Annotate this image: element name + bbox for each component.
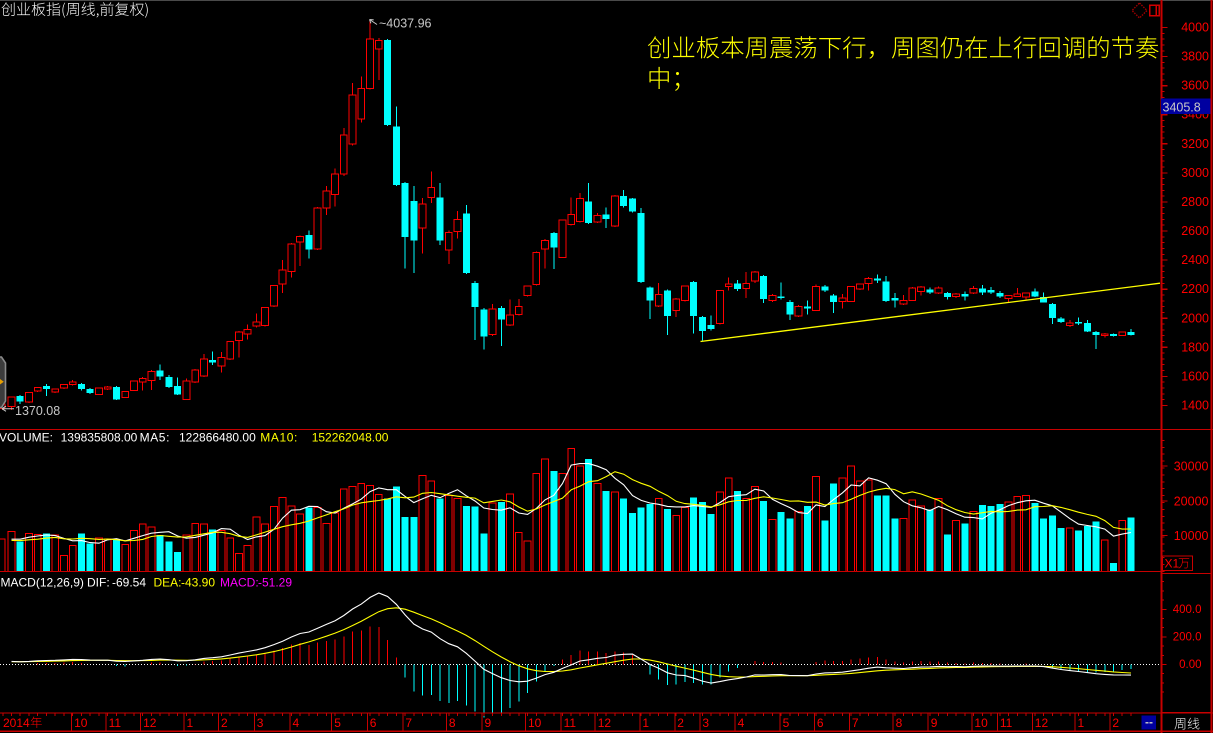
svg-text:9: 9: [931, 716, 938, 730]
svg-text:VOLUME:: VOLUME:: [0, 431, 53, 445]
svg-text:2800: 2800: [1181, 195, 1209, 209]
svg-text:-51.29: -51.29: [258, 576, 292, 590]
svg-text:3: 3: [702, 716, 709, 730]
svg-text:12: 12: [1035, 716, 1049, 730]
svg-text:-43.90: -43.90: [181, 576, 215, 590]
svg-text:1600: 1600: [1181, 369, 1209, 383]
svg-text:5: 5: [334, 716, 341, 730]
svg-text:-69.54: -69.54: [112, 576, 146, 590]
svg-text:139835808.00: 139835808.00: [61, 431, 138, 445]
svg-text:10: 10: [974, 716, 988, 730]
svg-text:3600: 3600: [1181, 79, 1209, 93]
svg-text:9: 9: [485, 716, 492, 730]
svg-text:20000: 20000: [1174, 495, 1209, 509]
svg-text:6: 6: [370, 716, 377, 730]
svg-text:DIF:: DIF:: [87, 576, 110, 590]
svg-text:MACD(12,26,9): MACD(12,26,9): [1, 576, 84, 590]
svg-text:2600: 2600: [1181, 224, 1209, 238]
svg-text:1800: 1800: [1181, 340, 1209, 354]
svg-text:11: 11: [564, 716, 577, 730]
svg-text:--: --: [1145, 715, 1153, 729]
svg-text:4: 4: [293, 716, 300, 730]
svg-text:MACD:: MACD:: [220, 576, 259, 590]
svg-text:1370.08: 1370.08: [15, 404, 60, 418]
svg-text:2: 2: [221, 716, 228, 730]
svg-text:7: 7: [852, 716, 859, 730]
svg-text:12: 12: [598, 716, 612, 730]
svg-text:2400: 2400: [1181, 253, 1209, 267]
svg-text:~4037.96: ~4037.96: [379, 17, 432, 31]
svg-text:400.0: 400.0: [1173, 604, 1202, 616]
svg-text:1400: 1400: [1181, 398, 1209, 412]
svg-text:1: 1: [642, 716, 649, 730]
svg-text:7: 7: [405, 716, 412, 730]
svg-text:8: 8: [896, 716, 903, 730]
svg-text:MA10:: MA10:: [260, 431, 298, 445]
svg-text:10: 10: [528, 716, 542, 730]
svg-text:3200: 3200: [1181, 137, 1209, 151]
svg-text:2014: 2014: [3, 716, 30, 730]
svg-text:10000: 10000: [1174, 529, 1209, 543]
svg-text:8: 8: [449, 716, 456, 730]
svg-text:3000: 3000: [1181, 166, 1209, 180]
svg-text:3800: 3800: [1181, 50, 1209, 64]
svg-text:200.0: 200.0: [1173, 632, 1202, 644]
svg-text:2: 2: [1112, 716, 1119, 730]
svg-text:0.00: 0.00: [1179, 659, 1201, 671]
svg-text:30000: 30000: [1174, 460, 1209, 474]
svg-text:122866480.00: 122866480.00: [179, 431, 256, 445]
svg-text:X1: X1: [1165, 557, 1180, 571]
svg-text:1: 1: [1078, 716, 1085, 730]
svg-text:4: 4: [738, 716, 745, 730]
svg-text:11: 11: [109, 716, 122, 730]
svg-text:2: 2: [677, 716, 684, 730]
svg-text:2200: 2200: [1181, 282, 1209, 296]
svg-text:10: 10: [74, 716, 88, 730]
svg-text:4000: 4000: [1181, 21, 1209, 35]
svg-text:5: 5: [783, 716, 790, 730]
svg-text:3405.8: 3405.8: [1163, 101, 1201, 115]
svg-text:1: 1: [187, 716, 194, 730]
svg-text:DEA:: DEA:: [154, 576, 182, 590]
svg-text:MA5:: MA5:: [140, 431, 170, 445]
svg-text:11: 11: [1000, 716, 1013, 730]
svg-text:12: 12: [143, 716, 157, 730]
svg-text:3: 3: [257, 716, 264, 730]
svg-text:2000: 2000: [1181, 311, 1209, 325]
svg-text:6: 6: [817, 716, 824, 730]
svg-text:152262048.00: 152262048.00: [312, 431, 389, 445]
